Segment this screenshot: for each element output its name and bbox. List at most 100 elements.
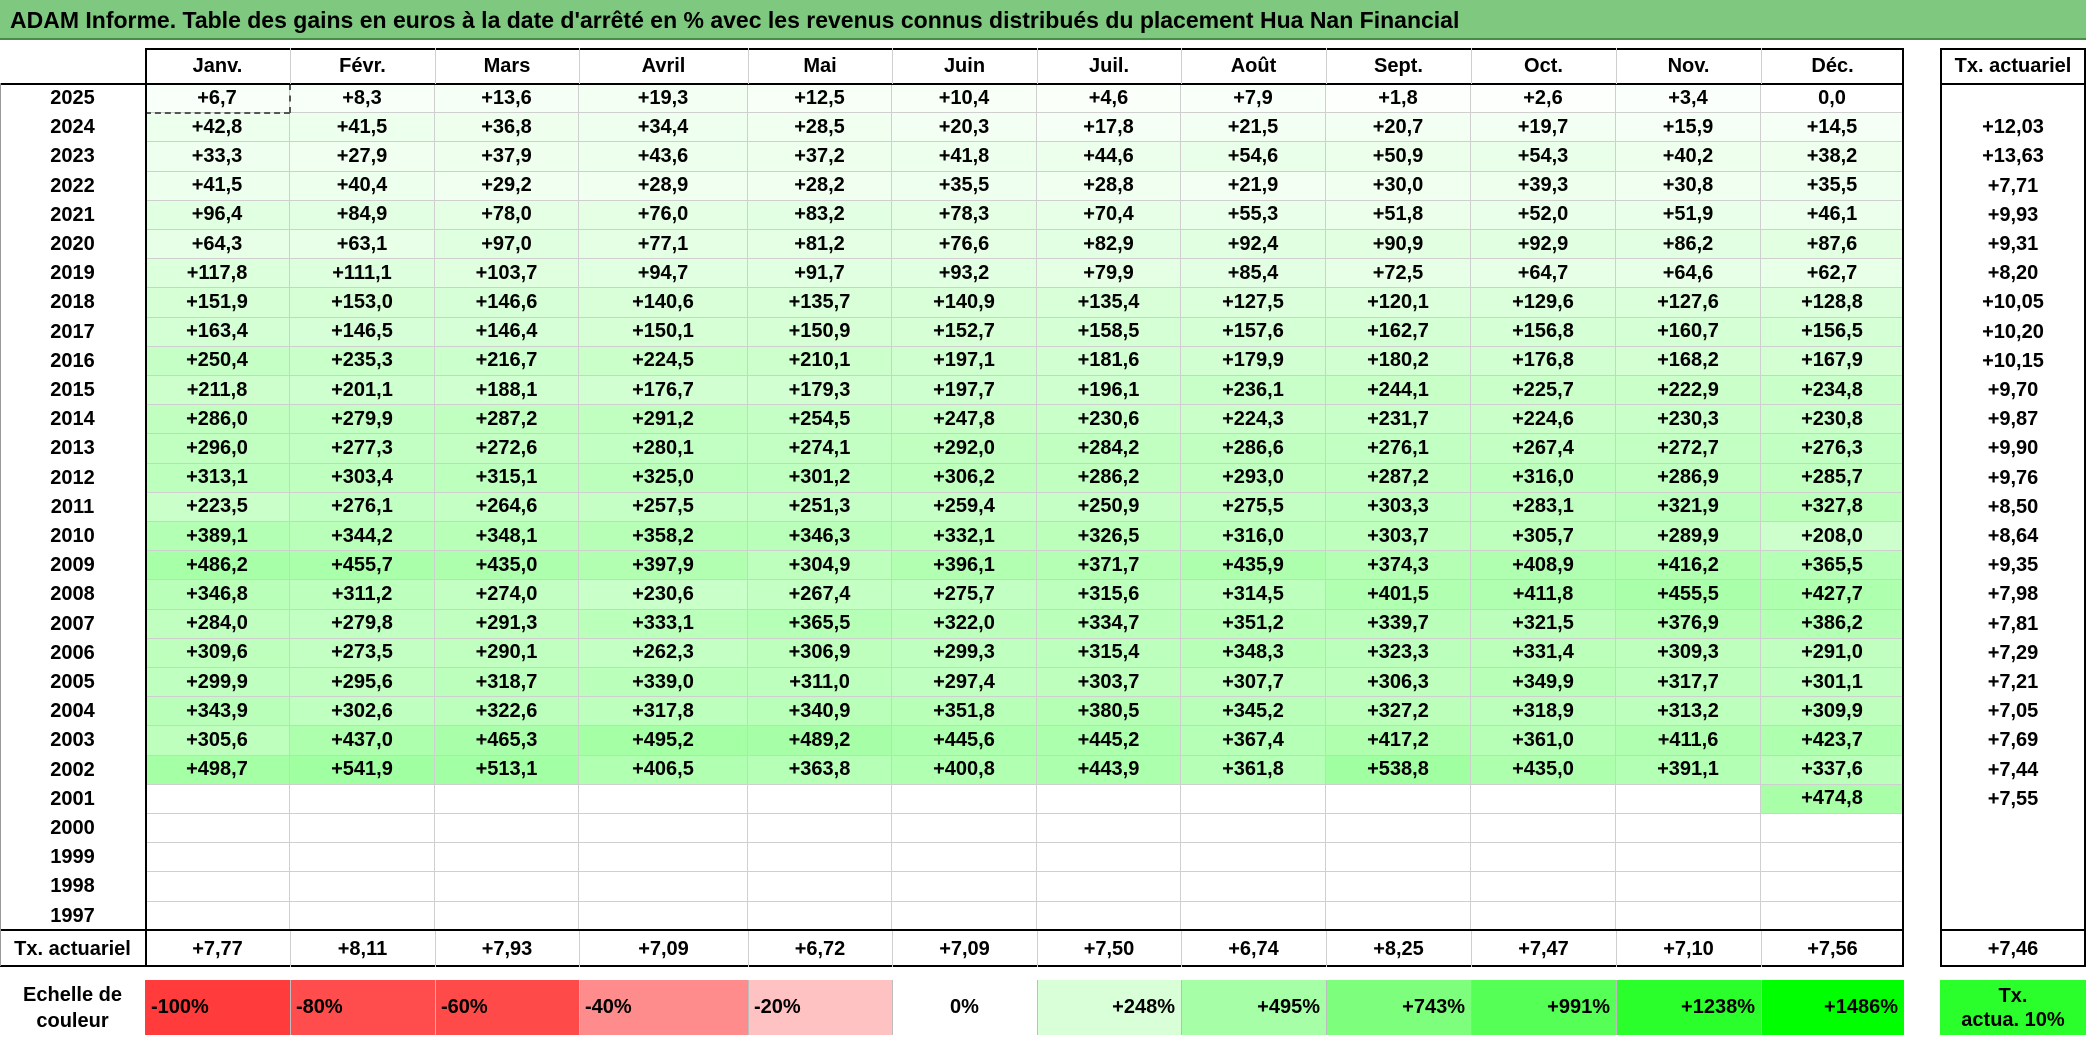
table-cell: +216,7 <box>435 346 579 376</box>
table-cell: +36,8 <box>435 113 579 143</box>
table-cell: +374,3 <box>1326 551 1471 581</box>
table-cell: +3,4 <box>1616 84 1761 114</box>
table-cell: +41,8 <box>892 142 1037 172</box>
report-title: ADAM Informe. Table des gains en euros à… <box>0 0 2086 40</box>
table-cell: +179,3 <box>748 376 892 406</box>
rate-cell: +10,20 <box>1982 320 2044 343</box>
table-cell: +313,2 <box>1616 697 1761 727</box>
year-label: 2015 <box>50 379 95 402</box>
footer-cell: +7,09 <box>638 937 689 960</box>
table-cell <box>579 843 748 873</box>
scale-separator <box>1761 980 1762 1035</box>
table-cell: +401,5 <box>1326 580 1471 610</box>
header-separator <box>1181 48 1182 84</box>
rate-border <box>2084 48 2086 967</box>
table-cell: +435,0 <box>1471 755 1616 785</box>
table-cell: +435,9 <box>1181 551 1326 581</box>
table-cell: +513,1 <box>435 755 579 785</box>
table-cell <box>290 843 435 873</box>
table-cell: +302,6 <box>290 697 435 727</box>
table-cell: +291,3 <box>435 609 579 639</box>
table-border <box>0 965 1904 967</box>
table-cell: +140,9 <box>892 288 1037 318</box>
table-cell: +455,5 <box>1616 580 1761 610</box>
table-cell <box>1181 901 1326 931</box>
table-cell: +135,4 <box>1037 288 1181 318</box>
table-cell: +411,8 <box>1471 580 1616 610</box>
table-cell: +289,9 <box>1616 522 1761 552</box>
month-header: Juil. <box>1088 54 1129 77</box>
header-separator <box>892 48 893 84</box>
table-cell: +29,2 <box>435 171 579 201</box>
table-cell: +311,0 <box>748 668 892 698</box>
table-cell: +367,4 <box>1181 726 1326 756</box>
table-cell: +293,0 <box>1181 463 1326 493</box>
year-label: 2025 <box>50 87 95 110</box>
year-label: 2008 <box>50 583 95 606</box>
rate-cell: +8,64 <box>1987 525 2039 548</box>
table-cell <box>1471 814 1616 844</box>
table-cell: +376,9 <box>1616 609 1761 639</box>
table-cell: +287,2 <box>1326 463 1471 493</box>
table-cell <box>1326 814 1471 844</box>
month-header: Janv. <box>192 54 243 77</box>
rate-cell: +9,70 <box>1987 379 2039 402</box>
table-cell <box>435 843 579 873</box>
table-cell: +54,3 <box>1471 142 1616 172</box>
table-cell: +290,1 <box>435 638 579 668</box>
table-cell: +400,8 <box>892 755 1037 785</box>
header-separator <box>1761 48 1762 84</box>
table-cell: +296,0 <box>145 434 290 464</box>
table-cell: +87,6 <box>1761 230 1904 260</box>
table-cell: +6,7 <box>145 84 290 114</box>
table-cell: +234,8 <box>1761 376 1904 406</box>
table-cell <box>579 784 748 814</box>
month-header: Oct. <box>1524 54 1563 77</box>
table-cell: +176,7 <box>579 376 748 406</box>
header-separator <box>1471 48 1472 84</box>
table-cell: +486,2 <box>145 551 290 581</box>
table-cell <box>1616 843 1761 873</box>
scale-swatch: +1486% <box>1761 980 1904 1035</box>
rate-cell <box>1940 814 2086 843</box>
year-label: 2023 <box>50 145 95 168</box>
table-cell: +37,9 <box>435 142 579 172</box>
current-month-marker <box>145 112 290 115</box>
year-label: 2024 <box>50 116 95 139</box>
table-cell: +272,7 <box>1616 434 1761 464</box>
table-cell: +339,0 <box>579 668 748 698</box>
table-cell <box>1616 784 1761 814</box>
table-border <box>0 83 1 966</box>
table-cell <box>1471 901 1616 931</box>
table-cell: +276,1 <box>1326 434 1471 464</box>
table-cell: +423,7 <box>1761 726 1904 756</box>
table-cell: +538,8 <box>1326 755 1471 785</box>
table-cell: +306,2 <box>892 463 1037 493</box>
rate-border <box>1940 83 2086 85</box>
table-cell: +235,3 <box>290 346 435 376</box>
table-cell: +343,9 <box>145 697 290 727</box>
table-cell: +14,5 <box>1761 113 1904 143</box>
table-cell: +39,3 <box>1471 171 1616 201</box>
table-cell: +297,4 <box>892 668 1037 698</box>
table-cell: +81,2 <box>748 230 892 260</box>
table-cell: +276,1 <box>290 492 435 522</box>
table-cell: +93,2 <box>892 259 1037 289</box>
table-cell: +230,6 <box>579 580 748 610</box>
rate-cell <box>1940 84 2086 113</box>
table-cell: +262,3 <box>579 638 748 668</box>
table-cell: +52,0 <box>1471 200 1616 230</box>
table-cell <box>290 872 435 902</box>
year-label: 2009 <box>50 554 95 577</box>
table-cell: +317,8 <box>579 697 748 727</box>
year-label: 2017 <box>50 320 95 343</box>
table-cell: +236,1 <box>1181 376 1326 406</box>
header-separator <box>748 48 749 84</box>
table-cell: +167,9 <box>1761 346 1904 376</box>
rate-border <box>1940 48 1942 967</box>
rate-cell: +7,98 <box>1987 583 2039 606</box>
footer-separator <box>1616 931 1617 967</box>
month-header: Févr. <box>339 54 386 77</box>
month-header: Sept. <box>1374 54 1423 77</box>
table-cell: +10,4 <box>892 84 1037 114</box>
